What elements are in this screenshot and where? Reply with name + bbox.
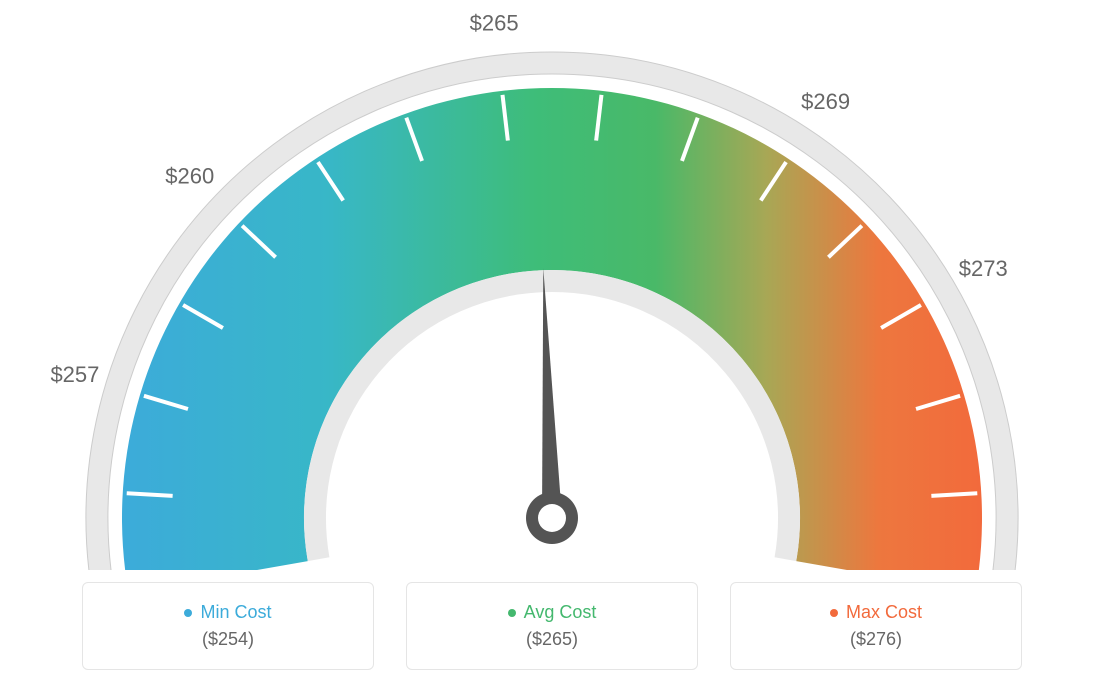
legend-row: Min Cost ($254) Avg Cost ($265) Max Cost… <box>0 582 1104 670</box>
legend-card-avg: Avg Cost ($265) <box>406 582 698 670</box>
tick-label: $257 <box>50 362 99 387</box>
legend-title-min: Min Cost <box>200 602 271 623</box>
tick-label: $260 <box>165 163 214 188</box>
legend-value-min: ($254) <box>202 629 254 650</box>
tick-label: $269 <box>801 89 850 114</box>
legend-dot-max <box>830 609 838 617</box>
gauge-chart-container: $254$257$260$265$269$273$276 Min Cost ($… <box>0 0 1104 690</box>
legend-value-avg: ($265) <box>526 629 578 650</box>
legend-title-avg: Avg Cost <box>524 602 597 623</box>
gauge-chart: $254$257$260$265$269$273$276 <box>0 0 1104 570</box>
legend-dot-min <box>184 609 192 617</box>
gauge-needle <box>542 268 562 518</box>
legend-card-min: Min Cost ($254) <box>82 582 374 670</box>
legend-value-max: ($276) <box>850 629 902 650</box>
legend-card-max: Max Cost ($276) <box>730 582 1022 670</box>
legend-dot-avg <box>508 609 516 617</box>
legend-title-max: Max Cost <box>846 602 922 623</box>
tick-label: $265 <box>470 10 519 35</box>
tick-label: $273 <box>959 256 1008 281</box>
